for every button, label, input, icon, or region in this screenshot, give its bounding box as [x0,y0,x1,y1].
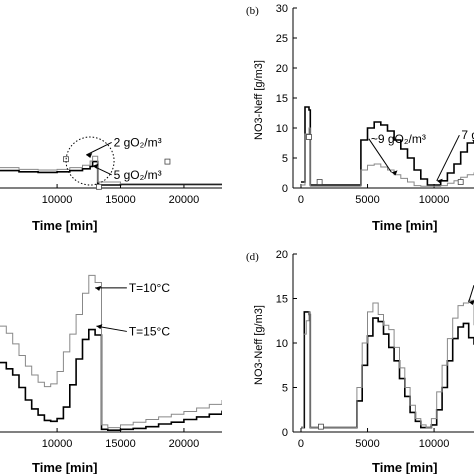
panel-d-xlabel: Time [min] [372,460,438,474]
panel-d-square-marker [318,423,324,430]
panel-b-y-tick-label: 30 [276,3,288,15]
panel-b-y-tick-label: 25 [276,33,288,45]
panel-a-square-marker [164,158,171,165]
panel-a-annotation-label: 5 gO₂/m³ [114,168,162,182]
panel-b-annotation-arrowhead [391,170,398,176]
panel-b-y-tick-label: 5 [282,153,288,165]
panel-c-annotation-label: T=15°C [129,324,170,338]
panel-a-annotation-arrowhead [86,153,93,158]
panel-c-annotation-label: T=10°C [129,281,170,295]
panel-d-annotation-arrow [468,284,474,303]
panel-b-y-tick-label: 10 [276,123,288,135]
panel-c-x-tick-label: 10000 [42,438,73,450]
panel-b-y-tick-label: 15 [276,93,288,105]
panel-d-y-tick-label: 10 [276,338,288,350]
panel-d-letter: (d) [246,251,259,263]
panel-a-group: 10000 15000 20000 2 gO₂/m³ 5 gO₂/m³ [0,135,222,206]
panel-b-annotation-arrowhead [436,178,443,184]
panel-d-group: 0 5000 10000 0 5 10 15 20 [276,249,474,450]
panel-a-highlight-circle [65,136,115,186]
panel-b-y-tick-label: 0 [282,183,288,195]
panel-d-annotation-arrowhead [468,300,474,306]
panel-b-group: 0 5000 10000 0 5 10 15 20 25 30 ~9 gO₂/m³ 7 g [276,3,474,206]
panel-a-series-1-line [0,160,222,186]
panel-d-y-tick-label: 20 [276,249,288,261]
panel-b-annotation-arrow [436,134,460,182]
panel-c-series-1-line [0,328,222,431]
panel-c-annotation-arrowhead [95,285,102,291]
panel-c-annotation-arrowhead [96,324,103,330]
panel-b-x-tick-label: 0 [298,194,304,206]
panel-d-series-2-line [301,299,474,429]
panel-a-series-2-line [0,155,222,185]
panel-b-xlabel: Time [min] [372,218,438,233]
panel-d-x-tick-label: 0 [298,438,304,450]
panel-d-series-1-line [301,311,474,429]
panel-b-series-1-line [301,106,474,186]
panel-b-square-marker [316,179,323,185]
panel-b-annotation-label: ~9 gO₂/m³ [371,132,426,146]
panel-d-y-tick-label: 15 [276,294,288,306]
panel-b-x-tick-label: 10000 [419,194,450,206]
panel-a-annotation-arrowhead [92,163,99,169]
panel-b-x-tick-label: 5000 [355,194,379,206]
panel-b-annotation-label: 7 g [461,128,474,142]
panel-c-series-2-line [0,274,222,429]
panel-c-group: 10000 15000 20000 T=10°C T=15°C [0,274,222,450]
panel-d-x-tick-label: 10000 [419,438,450,450]
panel-c-xlabel: Time [min] [32,460,98,474]
panel-b-series-2-line [301,127,474,187]
panel-b-annotation-arrow [368,138,392,173]
panel-a-x-tick-label: 20000 [169,194,200,206]
panel-a-xlabel: Time [min] [32,218,98,233]
panel-d-x-tick-label: 5000 [355,438,379,450]
panel-b-y-tick-label: 20 [276,63,288,75]
panel-b-square-marker [457,179,464,185]
panel-a-x-tick-label: 10000 [42,194,73,206]
panel-c-annotation-arrow [96,325,127,332]
panel-a-x-tick-label: 15000 [105,194,136,206]
panel-c-x-tick-label: 20000 [169,438,200,450]
panel-b-ylabel: NO3-Neff [g/m3] [253,60,265,140]
panel-a-square-marker [96,183,102,190]
panel-c-x-tick-label: 15000 [105,438,136,450]
panel-d-ylabel: NO3-Neff [g/m3] [253,305,265,385]
panel-a-annotation-arrow [86,141,112,156]
panel-b-square-marker [306,134,312,140]
panel-a-annotation-label: 2 gO₂/m³ [114,135,162,149]
panel-d-y-tick-label: 0 [282,427,288,439]
panel-b-letter: (b) [246,5,259,17]
panel-d-y-tick-label: 5 [282,383,288,395]
